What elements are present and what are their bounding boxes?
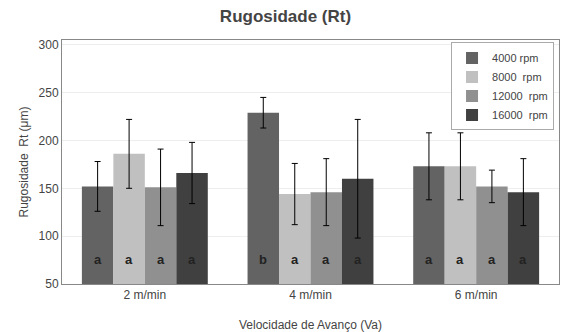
svg-text:6 m/min: 6 m/min xyxy=(455,288,498,302)
svg-text:300: 300 xyxy=(39,38,59,52)
svg-text:50: 50 xyxy=(45,277,59,291)
svg-text:150: 150 xyxy=(39,182,59,196)
svg-text:12000 rpm: 12000 rpm xyxy=(492,90,548,102)
svg-text:2 m/min: 2 m/min xyxy=(123,288,166,302)
svg-text:Velocidade de Avanço (Va): Velocidade de Avanço (Va) xyxy=(239,318,382,332)
svg-text:a: a xyxy=(354,252,362,267)
svg-text:4000 rpm: 4000 rpm xyxy=(492,52,538,64)
svg-text:a: a xyxy=(188,252,196,267)
svg-text:4 m/min: 4 m/min xyxy=(289,288,332,302)
svg-text:a: a xyxy=(488,252,496,267)
svg-text:a: a xyxy=(94,252,102,267)
svg-text:a: a xyxy=(519,252,527,267)
svg-text:8000 rpm: 8000 rpm xyxy=(492,71,542,83)
svg-text:a: a xyxy=(125,252,133,267)
svg-text:a: a xyxy=(322,252,330,267)
svg-text:a: a xyxy=(291,252,299,267)
svg-text:100: 100 xyxy=(39,229,59,243)
svg-text:16000 rpm: 16000 rpm xyxy=(492,109,548,121)
svg-text:a: a xyxy=(456,252,464,267)
svg-text:200: 200 xyxy=(39,134,59,148)
svg-text:250: 250 xyxy=(39,86,59,100)
svg-text:Rugosidade Rt (μm): Rugosidade Rt (μm) xyxy=(17,107,31,218)
svg-text:b: b xyxy=(259,252,267,267)
svg-text:a: a xyxy=(157,252,165,267)
svg-text:a: a xyxy=(425,252,433,267)
svg-text:Rugosidade (Rt): Rugosidade (Rt) xyxy=(220,7,351,26)
